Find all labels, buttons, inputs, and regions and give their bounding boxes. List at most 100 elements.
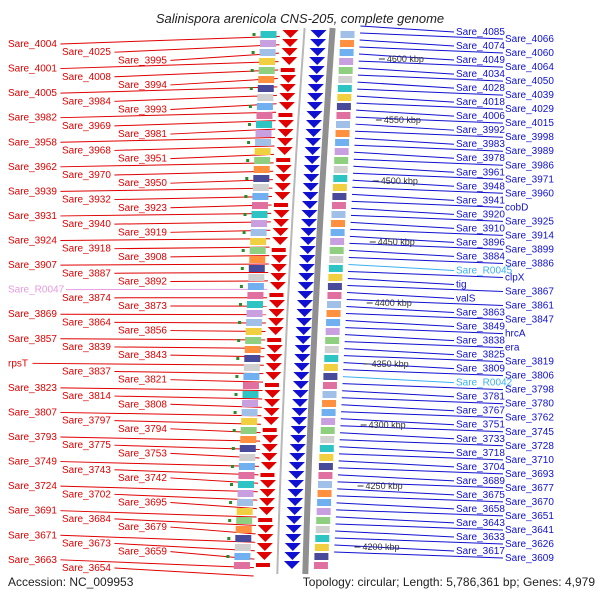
right-gene-label[interactable]: Sare_3989 <box>505 146 554 157</box>
left-gene-label[interactable]: Sare_3981 <box>118 129 167 140</box>
right-gene-label[interactable]: Sare_3986 <box>505 160 554 171</box>
right-gene-label[interactable]: Sare_3689 <box>456 476 505 487</box>
right-gene-label[interactable]: Sare_R0045 <box>456 265 513 276</box>
left-gene-label[interactable]: Sare_3797 <box>62 416 111 427</box>
left-gene-label[interactable]: Sare_4004 <box>8 39 57 50</box>
right-gene-label[interactable]: Sare_3641 <box>505 525 554 536</box>
left-gene-label[interactable]: Sare_3673 <box>62 538 111 549</box>
left-gene-label[interactable]: Sare_3887 <box>62 268 111 279</box>
left-gene-label[interactable]: Sare_3857 <box>8 334 57 345</box>
right-gene-label[interactable]: valS <box>456 294 476 305</box>
left-gene-label[interactable]: Sare_3984 <box>62 96 111 107</box>
right-gene-label[interactable]: Sare_3798 <box>505 385 554 396</box>
right-gene-label[interactable]: Sare_3693 <box>505 469 554 480</box>
right-gene-label[interactable]: Sare_3971 <box>505 174 554 185</box>
right-gene-label[interactable]: Sare_3838 <box>456 336 505 347</box>
left-gene-label[interactable]: Sare_3932 <box>62 195 111 206</box>
left-gene-label[interactable]: Sare_3775 <box>62 440 111 451</box>
left-gene-label[interactable]: Sare_3742 <box>118 473 167 484</box>
left-gene-label[interactable]: Sare_4025 <box>62 47 111 58</box>
left-gene-label[interactable]: Sare_3951 <box>118 154 167 165</box>
right-gene-label[interactable]: Sare_3643 <box>456 518 505 529</box>
left-gene-label[interactable]: Sare_3808 <box>118 399 167 410</box>
right-gene-label[interactable]: Sare_3745 <box>505 427 554 438</box>
right-gene-label[interactable]: Sare_4039 <box>505 90 554 101</box>
left-gene-label[interactable]: Sare_3695 <box>118 498 167 509</box>
left-gene-label[interactable]: Sare_3982 <box>8 113 57 124</box>
left-gene-label[interactable]: Sare_3918 <box>62 244 111 255</box>
right-gene-label[interactable]: Sare_3863 <box>456 308 505 319</box>
right-gene-label[interactable]: Sare_3658 <box>456 504 505 515</box>
right-gene-label[interactable]: Sare_3899 <box>505 244 554 255</box>
right-gene-label[interactable]: Sare_3896 <box>456 237 505 248</box>
right-gene-label[interactable]: Sare_3609 <box>505 553 554 564</box>
left-gene-label[interactable]: Sare_3821 <box>118 375 167 386</box>
left-gene-label[interactable]: Sare_3684 <box>62 514 111 525</box>
right-gene-label[interactable]: Sare_3677 <box>505 483 554 494</box>
right-gene-label[interactable]: Sare_3910 <box>456 223 505 234</box>
right-gene-label[interactable]: Sare_3998 <box>505 132 554 143</box>
right-gene-label[interactable]: Sare_4006 <box>456 111 505 122</box>
right-gene-label[interactable]: Sare_4066 <box>505 34 554 45</box>
left-gene-label[interactable]: Sare_3970 <box>62 170 111 181</box>
right-gene-label[interactable]: Sare_3710 <box>505 455 554 466</box>
left-gene-label[interactable]: Sare_3794 <box>118 424 167 435</box>
left-gene-label[interactable]: Sare_4005 <box>8 88 57 99</box>
right-gene-label[interactable]: Sare_4034 <box>456 69 505 80</box>
right-gene-label[interactable]: Sare_3670 <box>505 497 554 508</box>
left-gene-label[interactable]: Sare_3939 <box>8 186 57 197</box>
right-gene-label[interactable]: Sare_3767 <box>456 406 505 417</box>
left-gene-label[interactable]: Sare_3654 <box>62 563 111 574</box>
right-gene-label[interactable]: Sare_3914 <box>505 230 554 241</box>
left-gene-label[interactable]: Sare_3753 <box>118 448 167 459</box>
left-gene-label[interactable]: Sare_3892 <box>118 276 167 287</box>
left-gene-label[interactable]: Sare_3839 <box>62 342 111 353</box>
left-gene-label[interactable]: Sare_3962 <box>8 162 57 173</box>
right-gene-label[interactable]: Sare_3886 <box>505 258 554 269</box>
left-gene-label[interactable]: Sare_3702 <box>62 489 111 500</box>
left-gene-label[interactable]: Sare_3869 <box>8 309 57 320</box>
left-gene-label[interactable]: Sare_3856 <box>118 326 167 337</box>
left-gene-label[interactable]: Sare_3873 <box>118 301 167 312</box>
right-gene-label[interactable]: Sare_3961 <box>456 167 505 178</box>
right-gene-label[interactable]: Sare_4029 <box>505 104 554 115</box>
right-gene-labels[interactable]: Sare_4085Sare_4066Sare_4074Sare_4060Sare… <box>456 27 554 564</box>
right-gene-label[interactable]: Sare_3867 <box>505 286 554 297</box>
right-gene-label[interactable]: Sare_3861 <box>505 301 554 312</box>
right-gene-label[interactable]: Sare_3633 <box>456 532 505 543</box>
right-gene-label[interactable]: clpX <box>505 272 525 283</box>
left-gene-label[interactable]: Sare_3940 <box>62 219 111 230</box>
right-gene-label[interactable]: Sare_3728 <box>505 441 554 452</box>
right-gene-label[interactable]: Sare_3849 <box>456 322 505 333</box>
left-gene-label[interactable]: Sare_3659 <box>118 547 167 558</box>
right-gene-label[interactable]: Sare_3847 <box>505 315 554 326</box>
left-gene-label[interactable]: Sare_3807 <box>8 407 57 418</box>
right-gene-label[interactable]: Sare_3762 <box>505 413 554 424</box>
left-gene-label[interactable]: Sare_3793 <box>8 432 57 443</box>
right-gene-label[interactable]: Sare_3825 <box>456 350 505 361</box>
left-gene-label[interactable]: Sare_3919 <box>118 227 167 238</box>
left-gene-label[interactable]: Sare_3843 <box>118 350 167 361</box>
right-gene-label[interactable]: Sare_3751 <box>456 420 505 431</box>
right-gene-label[interactable]: Sare_3819 <box>505 357 554 368</box>
left-gene-label[interactable]: Sare_R0047 <box>8 285 65 296</box>
right-gene-label[interactable]: Sare_3948 <box>456 181 505 192</box>
left-gene-label[interactable]: Sare_3994 <box>118 80 167 91</box>
right-gene-label[interactable]: Sare_R0042 <box>456 378 513 389</box>
right-gene-label[interactable]: Sare_3884 <box>456 251 505 262</box>
right-gene-label[interactable]: Sare_4015 <box>505 118 554 129</box>
right-gene-label[interactable]: Sare_3920 <box>456 209 505 220</box>
left-gene-label[interactable]: Sare_3923 <box>118 203 167 214</box>
right-gene-label[interactable]: Sare_3704 <box>456 462 505 473</box>
right-gene-label[interactable]: Sare_3781 <box>456 392 505 403</box>
right-gene-label[interactable]: Sare_3960 <box>505 188 554 199</box>
left-gene-label[interactable]: rpsT <box>8 358 28 369</box>
right-gene-label[interactable]: hrcA <box>505 329 526 340</box>
left-gene-labels[interactable]: Sare_4004 Sare_4025 Sare_3995 Sare_4001 Sare… <box>8 39 167 574</box>
left-gene-label[interactable]: Sare_3814 <box>62 391 111 402</box>
right-gene-label[interactable]: Sare_4018 <box>456 97 505 108</box>
right-gene-label[interactable]: Sare_3978 <box>456 153 505 164</box>
right-gene-label[interactable]: Sare_3809 <box>456 364 505 375</box>
right-gene-label[interactable]: Sare_3733 <box>456 434 505 445</box>
right-gene-label[interactable]: Sare_4064 <box>505 62 554 73</box>
